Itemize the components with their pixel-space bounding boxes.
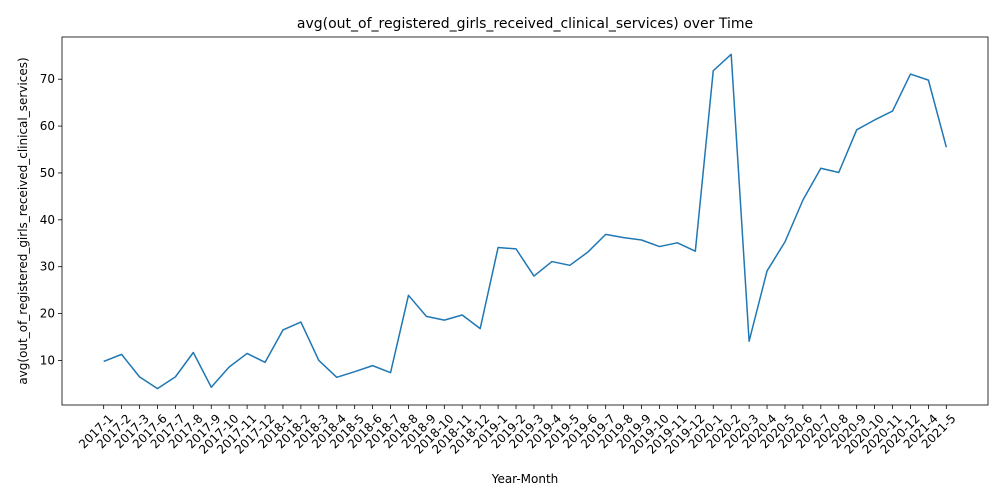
y-tick-label: 70: [40, 72, 55, 86]
plot-frame: [62, 37, 988, 405]
y-tick-label: 20: [40, 307, 55, 321]
y-axis-label: avg(out_of_registered_girls_received_cli…: [16, 57, 30, 384]
x-axis-ticks: 2017-12017-22017-32017-62017-72017-82017…: [76, 405, 959, 457]
x-axis-label: Year-Month: [491, 472, 559, 486]
y-tick-label: 10: [40, 353, 55, 367]
plot-area: [104, 54, 947, 388]
y-tick-label: 30: [40, 260, 55, 274]
series-line: [104, 54, 947, 388]
y-tick-label: 40: [40, 213, 55, 227]
y-tick-label: 60: [40, 119, 55, 133]
y-axis-ticks: 10 20 30 40 50 60 70: [40, 72, 62, 367]
y-tick-label: 50: [40, 166, 55, 180]
chart-title: avg(out_of_registered_girls_received_cli…: [297, 16, 753, 32]
